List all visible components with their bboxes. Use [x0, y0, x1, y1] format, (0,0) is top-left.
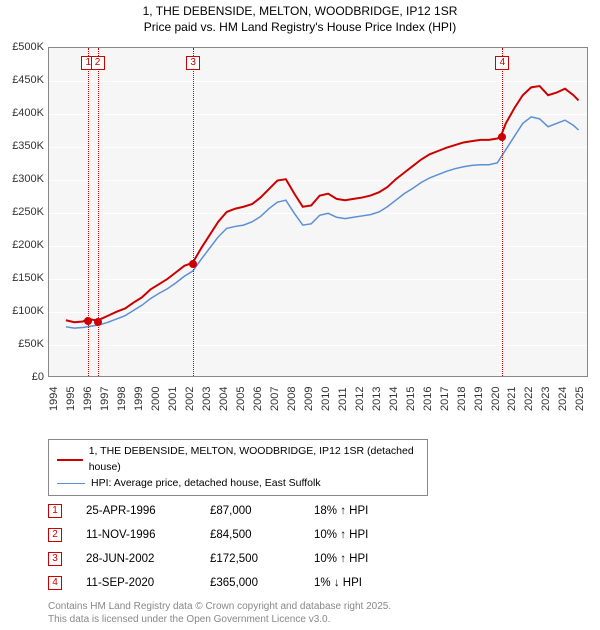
y-tick-label: £50K [4, 338, 44, 350]
y-tick-label: £150K [4, 272, 44, 284]
transaction-price: £84,500 [210, 529, 290, 541]
legend-row: HPI: Average price, detached house, East… [57, 476, 419, 492]
y-tick-label: £250K [4, 206, 44, 218]
plot-region: 1234 [48, 47, 588, 377]
transaction-date: 11-NOV-1996 [86, 529, 186, 541]
transaction-price: £87,000 [210, 505, 290, 517]
y-tick-label: £300K [4, 173, 44, 185]
event-line [502, 48, 503, 376]
title-line2: Price paid vs. HM Land Registry's House … [4, 20, 596, 36]
transaction-date: 28-JUN-2002 [86, 553, 186, 565]
event-marker-dot [94, 318, 102, 326]
event-box-2: 2 [91, 56, 105, 70]
event-marker-dot [498, 133, 506, 141]
transaction-number-box: 2 [48, 528, 62, 542]
transaction-price: £365,000 [210, 577, 290, 589]
transactions-table: 1 25-APR-1996 £87,000 18% ↑ HPI 2 11-NOV-1996… [48, 504, 596, 590]
chart-title: 1, THE DEBENSIDE, MELTON, WOODBRIDGE, IP… [4, 4, 596, 35]
line-series-svg [49, 48, 587, 376]
chart-area: £0 £50K £100K £150K £200K £250K £300K £350K £400… [4, 41, 596, 431]
x-tick-label: 2025 [574, 387, 600, 411]
y-tick-label: £0 [4, 371, 44, 383]
y-tick-label: £450K [4, 74, 44, 86]
event-marker-dot [189, 260, 197, 268]
transaction-row: 4 11-SEP-2020 £365,000 1% ↓ HPI [48, 576, 596, 590]
y-tick-label: £500K [4, 41, 44, 53]
transaction-number-box: 3 [48, 552, 62, 566]
event-line [193, 48, 194, 376]
transaction-date: 25-APR-1996 [86, 505, 186, 517]
event-box-3: 3 [186, 56, 200, 70]
event-marker-dot [84, 317, 92, 325]
event-line [98, 48, 99, 376]
y-tick-label: £200K [4, 239, 44, 251]
legend-swatch [57, 483, 85, 485]
transaction-date: 11-SEP-2020 [86, 577, 186, 589]
footer-line1: Contains HM Land Registry data © Crown c… [48, 600, 596, 613]
footer-note: Contains HM Land Registry data © Crown c… [48, 600, 596, 626]
y-tick-label: £100K [4, 305, 44, 317]
transaction-pct: 10% ↑ HPI [314, 553, 404, 565]
title-line1: 1, THE DEBENSIDE, MELTON, WOODBRIDGE, IP… [4, 4, 596, 20]
transaction-number-box: 4 [48, 576, 62, 590]
legend-swatch [57, 459, 83, 461]
legend-row: 1, THE DEBENSIDE, MELTON, WOODBRIDGE, IP… [57, 444, 419, 476]
transaction-pct: 18% ↑ HPI [314, 505, 404, 517]
transaction-price: £172,500 [210, 553, 290, 565]
transaction-number-box: 1 [48, 504, 62, 518]
y-tick-label: £350K [4, 140, 44, 152]
transaction-pct: 1% ↓ HPI [314, 577, 404, 589]
legend-label: 1, THE DEBENSIDE, MELTON, WOODBRIDGE, IP… [89, 444, 419, 476]
transaction-row: 2 11-NOV-1996 £84,500 10% ↑ HPI [48, 528, 596, 542]
y-tick-label: £400K [4, 107, 44, 119]
transaction-row: 1 25-APR-1996 £87,000 18% ↑ HPI [48, 504, 596, 518]
legend: 1, THE DEBENSIDE, MELTON, WOODBRIDGE, IP… [48, 439, 428, 496]
legend-label: HPI: Average price, detached house, East… [91, 476, 321, 492]
transaction-pct: 10% ↑ HPI [314, 529, 404, 541]
event-line [88, 48, 89, 376]
transaction-row: 3 28-JUN-2002 £172,500 10% ↑ HPI [48, 552, 596, 566]
event-box-4: 4 [495, 56, 509, 70]
